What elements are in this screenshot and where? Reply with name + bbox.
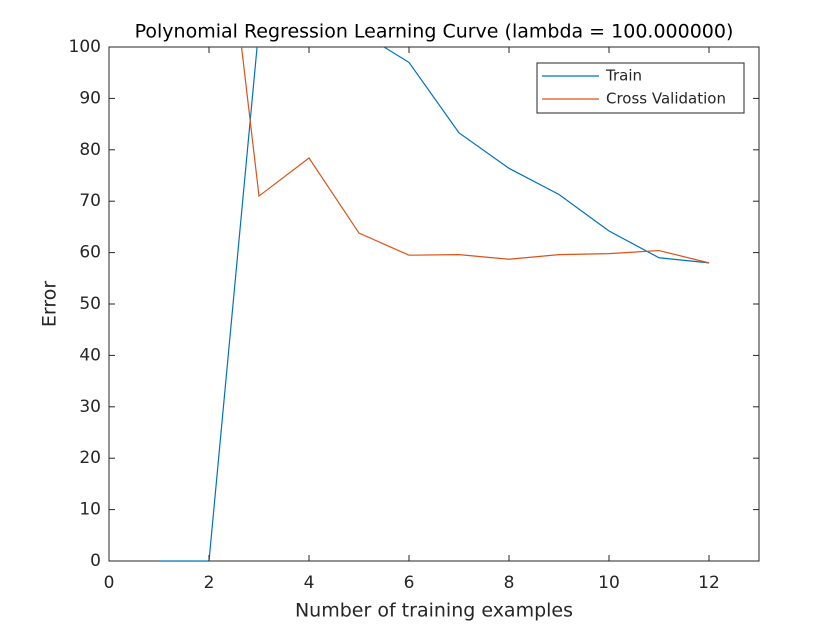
y-axis-label: Error: [39, 281, 61, 328]
y-tick-label: 80: [79, 140, 101, 160]
lines: [159, 47, 710, 561]
y-tick-label: 70: [79, 191, 101, 211]
series-line: [240, 47, 710, 264]
x-tick-label: 6: [404, 573, 415, 593]
y-tick-label: 10: [79, 500, 101, 520]
x-tick-label: 4: [304, 573, 315, 593]
y-tick-label: 60: [79, 243, 101, 263]
x-tick-label: 10: [598, 573, 620, 593]
legend-box: [536, 62, 745, 114]
y-tick-label: 100: [69, 37, 101, 57]
legend-label: Train: [605, 67, 642, 85]
x-tick-label: 12: [698, 573, 720, 593]
y-tick-label: 50: [79, 294, 101, 314]
y-tick-label: 40: [79, 345, 101, 365]
chart-title: Polynomial Regression Learning Curve (la…: [135, 21, 734, 43]
x-tick-label: 0: [104, 573, 115, 593]
y-tick-label: 0: [90, 551, 101, 571]
x-tick-label: 2: [204, 573, 215, 593]
y-tick-label: 30: [79, 397, 101, 417]
series-line: [159, 47, 710, 561]
y-tick-label: 20: [79, 448, 101, 468]
legend-label: Cross Validation: [606, 90, 726, 108]
y-tick-label: 90: [79, 88, 101, 108]
plot-area: [108, 46, 760, 562]
x-axis-label: Number of training examples: [295, 600, 573, 622]
x-tick-label: 8: [504, 573, 515, 593]
